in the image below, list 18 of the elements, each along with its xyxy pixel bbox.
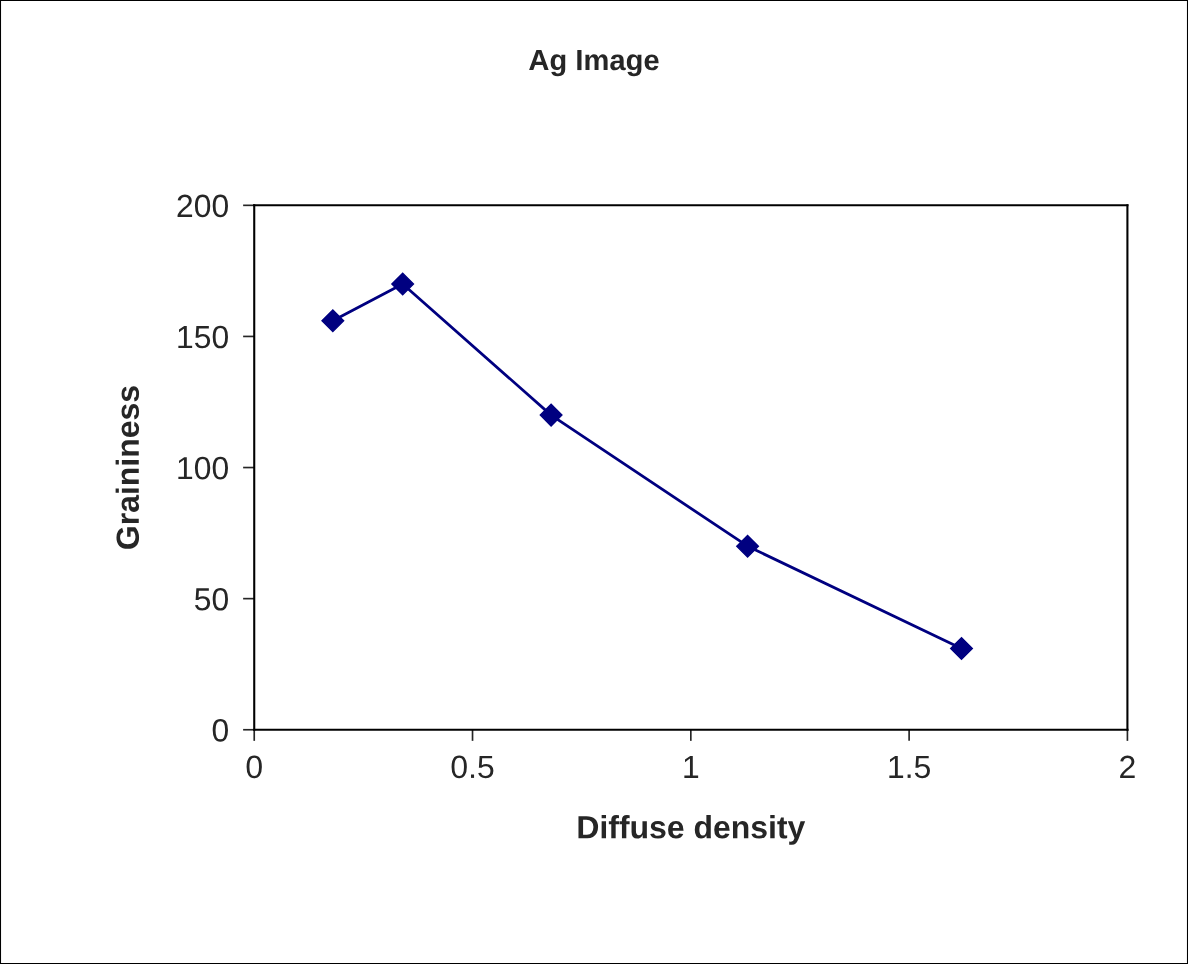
y-axis-title: Graininess bbox=[115, 386, 140, 549]
point bbox=[321, 309, 345, 333]
x-axis-title: Diffuse density bbox=[578, 815, 806, 845]
chart-title: Ag Image bbox=[529, 50, 659, 77]
point bbox=[950, 636, 974, 660]
y-tick-label: 50 bbox=[194, 587, 228, 611]
x-tick-label: 1 bbox=[684, 755, 699, 778]
x-tick-label: 0 bbox=[246, 755, 262, 779]
x-tick-label: 0.5 bbox=[451, 755, 494, 779]
point bbox=[391, 272, 415, 296]
point bbox=[736, 534, 760, 558]
x-tick-label: 2 bbox=[1120, 755, 1135, 778]
x-tick-label: 1.5 bbox=[889, 755, 930, 779]
y-tick-label: 0 bbox=[212, 719, 228, 742]
point bbox=[539, 403, 563, 427]
y-tick-label: 100 bbox=[178, 456, 228, 480]
y-tick-label: 150 bbox=[178, 325, 228, 349]
y-tick-label: 200 bbox=[177, 194, 228, 218]
